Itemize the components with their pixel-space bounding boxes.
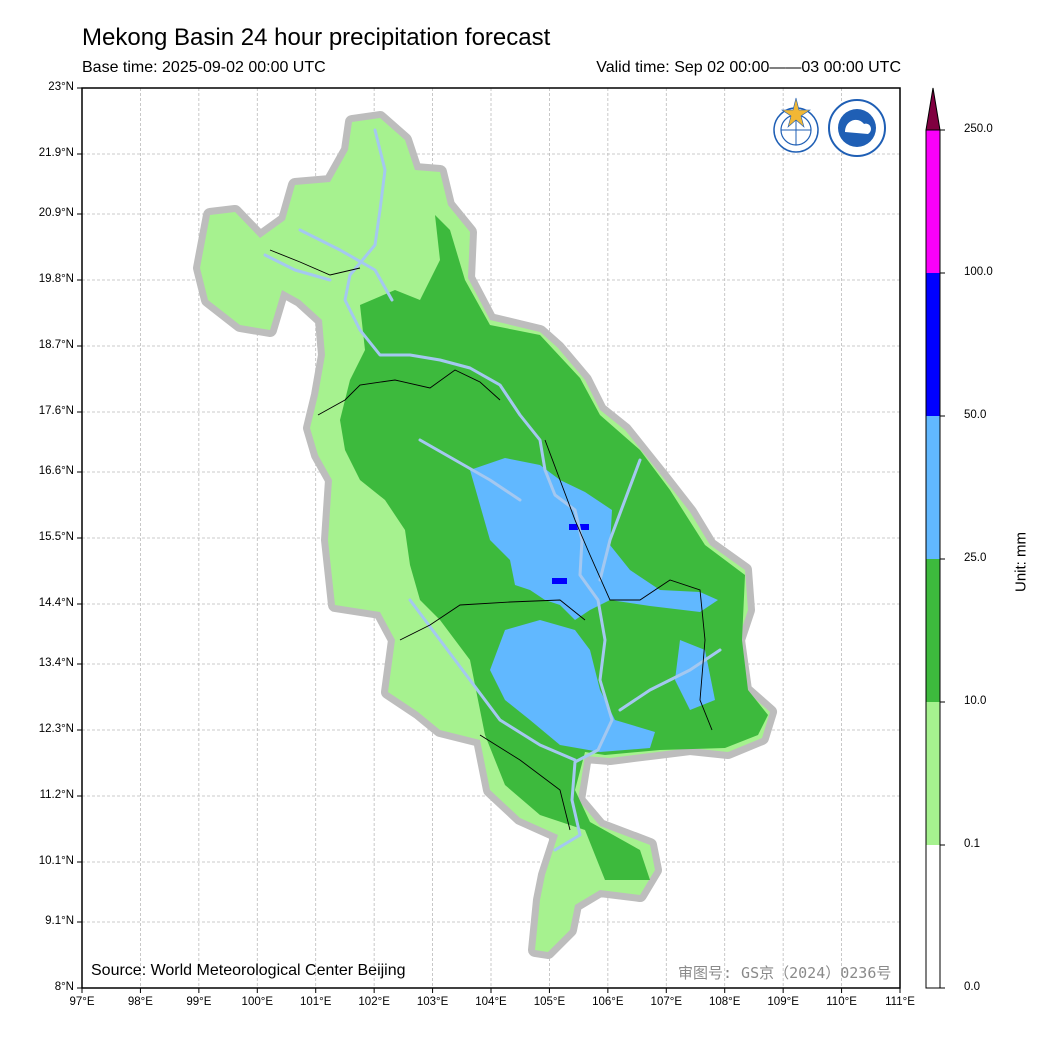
x-tick-label: 110°E [826, 996, 857, 1008]
x-tick-label: 97°E [69, 996, 95, 1008]
x-tick-label: 99°E [186, 996, 212, 1008]
y-tick-label: 23°N [48, 81, 74, 93]
x-tick-label: 105°E [533, 996, 566, 1008]
colorbar-tick-label: 50.0 [964, 409, 987, 421]
x-tick-label: 103°E [416, 996, 449, 1008]
y-tick-label: 9.1°N [45, 915, 74, 927]
colorbar-segment [926, 416, 940, 559]
y-tick-label: 20.9°N [38, 207, 74, 219]
colorbar-segment [926, 130, 940, 273]
y-tick-label: 14.4°N [38, 597, 74, 609]
x-tick-label: 102°E [358, 996, 390, 1008]
colorbar-unit-label: Unit: mm [1012, 532, 1030, 592]
colorbar-tick-label: 0.0 [964, 981, 980, 993]
base-time: Base time: 2025-09-02 00:00 UTC [82, 59, 326, 76]
wmo-logo [773, 97, 819, 153]
x-tick-label: 106°E [592, 996, 624, 1008]
colorbar-segment [926, 273, 940, 416]
colorbar-tick-label: 25.0 [964, 552, 987, 564]
basin-sky-blue-east [675, 640, 715, 710]
y-tick-label: 21.9°N [38, 147, 74, 159]
y-tick-label: 19.8°N [38, 273, 74, 285]
axis-ticks [77, 87, 901, 993]
y-tick-label: 15.5°N [38, 531, 74, 543]
map-title: Mekong Basin 24 hour precipitation forec… [82, 24, 551, 51]
x-tick-label: 104°E [475, 996, 507, 1008]
x-tick-label: 101°E [299, 996, 332, 1008]
x-tick-label: 111°E [885, 996, 915, 1008]
colorbar-extend-arrow [925, 87, 941, 131]
y-tick-label: 12.3°N [38, 723, 74, 735]
x-tick-label: 108°E [708, 996, 741, 1008]
colorbar-tick-label: 10.0 [964, 695, 987, 707]
source-credit: Source: World Meteorological Center Beij… [91, 962, 406, 979]
colorbar-tick-label: 0.1 [964, 838, 980, 850]
country-borders [269, 249, 713, 831]
cma-logo [828, 99, 886, 157]
heavy-rain-cell [552, 578, 567, 584]
y-tick-label: 18.7°N [38, 339, 74, 351]
y-tick-label: 11.2°N [39, 789, 74, 801]
colorbar-segment [926, 845, 940, 988]
basin-sky-blue [470, 458, 718, 620]
x-tick-label: 109°E [767, 996, 799, 1008]
colorbar-segment [926, 702, 940, 845]
valid-time: Valid time: Sep 02 00:00——03 00:00 UTC [596, 59, 901, 76]
colorbar-tick-label: 100.0 [964, 266, 993, 278]
y-tick-label: 17.6°N [38, 405, 74, 417]
y-tick-label: 13.4°N [38, 657, 74, 669]
basin-sky-blue-south [490, 620, 655, 752]
x-tick-label: 107°E [650, 996, 683, 1008]
y-tick-label: 8°N [54, 981, 74, 993]
colorbar [925, 87, 945, 989]
x-tick-label: 98°E [127, 996, 153, 1008]
colorbar-tick-label: 250.0 [964, 123, 993, 135]
x-tick-label: 100°E [241, 996, 274, 1008]
y-tick-label: 16.6°N [38, 465, 74, 477]
rivers [263, 128, 722, 852]
y-tick-label: 10.1°N [38, 855, 74, 867]
colorbar-segment [926, 559, 940, 702]
map-approval-number: 审图号: GS京（2024）0236号 [678, 964, 892, 982]
